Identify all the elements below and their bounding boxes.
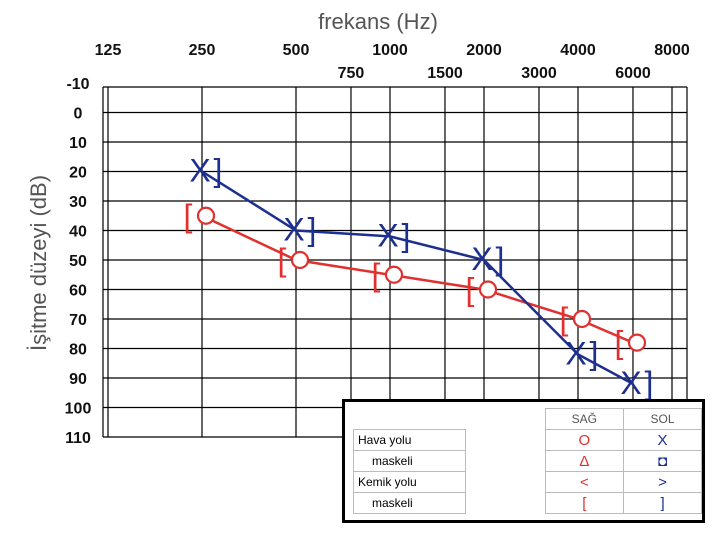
legend-row-bone: Kemik yolu [353, 471, 466, 493]
legend-header-sol: SOL [623, 408, 702, 430]
x-tick-label: 1000 [372, 42, 408, 59]
y-tick-label: 70 [69, 312, 87, 329]
point-marker-bracket: [ [560, 301, 569, 337]
x-axis-ticks: 125 250 500 1000 2000 4000 8000 750 1500 3000 6000 [95, 42, 690, 82]
point-marker-circle [384, 265, 404, 284]
point-marker-bracket: [ [278, 242, 287, 278]
x-tick-label: 500 [283, 42, 310, 59]
x-tick-label: 2000 [466, 42, 502, 59]
point-marker-bracket: [ [466, 272, 475, 308]
point-marker-bracket: ] [214, 153, 223, 189]
y-tick-label: 40 [69, 224, 87, 241]
point-marker-circle [572, 309, 592, 329]
legend-table: SAĞ SOL Hava yolu O X maskeli Δ ◘ Kemik … [353, 408, 702, 514]
legend-sol-bone-masked: ] [623, 492, 702, 514]
y-axis-label: İşitme düzeyi (dB) [26, 175, 51, 351]
legend-sol-air: X [623, 429, 702, 451]
point-marker-x: X [565, 335, 586, 371]
legend-box: SAĞ SOL Hava yolu O X maskeli Δ ◘ Kemik … [342, 399, 705, 523]
y-tick-label: 60 [69, 283, 87, 300]
legend-row-air-masked: maskeli [353, 450, 466, 472]
x-tick-label: 4000 [560, 42, 596, 59]
point-marker-circle [627, 333, 647, 352]
y-tick-label: 100 [65, 401, 92, 418]
series-line-SOL [201, 170, 634, 386]
legend-sag-air-masked: Δ [544, 450, 625, 472]
point-marker-bracket: ] [645, 365, 654, 401]
y-tick-label: 110 [65, 430, 91, 447]
legend-header-sag: SAĞ [544, 408, 625, 430]
point-marker-x: X [471, 241, 492, 277]
chart-grid [102, 86, 688, 438]
legend-sol-air-masked: ◘ [623, 450, 702, 472]
legend-row-air: Hava yolu [353, 429, 466, 451]
point-marker-bracket: [ [615, 325, 624, 361]
point-marker-circle [478, 280, 498, 299]
point-marker-circle [290, 250, 310, 270]
x-tick-label-minor: 750 [338, 65, 365, 82]
legend-sol-bone: > [623, 471, 702, 493]
point-marker-x: X [189, 153, 210, 189]
y-tick-label: 30 [69, 194, 87, 211]
point-marker-x: X [620, 365, 641, 401]
x-tick-label: 8000 [654, 42, 690, 59]
point-marker-x: X [283, 212, 304, 248]
y-tick-label: 0 [74, 106, 83, 123]
x-tick-label-minor: 1500 [427, 65, 463, 82]
legend-sag-bone: < [544, 471, 625, 493]
point-marker-bracket: ] [402, 217, 411, 253]
point-marker-bracket: [ [184, 198, 193, 234]
point-marker-bracket: ] [308, 212, 317, 248]
point-marker-bracket: [ [372, 257, 381, 293]
y-tick-label: 80 [69, 342, 87, 359]
y-tick-label: 90 [69, 371, 87, 388]
x-tick-label-minor: 3000 [521, 65, 557, 82]
x-tick-label: 125 [95, 42, 122, 59]
y-tick-label: -10 [66, 76, 89, 93]
legend-sag-air: O [544, 429, 625, 451]
y-axis-ticks: -10 0 10 20 30 40 50 60 70 80 90 100 110 [65, 76, 92, 447]
series-markers: [[[[[[X]X] X]X]X]X] [184, 153, 654, 401]
x-tick-label-minor: 6000 [615, 65, 651, 82]
legend-sag-bone-masked: [ [544, 492, 625, 514]
chart-title: frekans (Hz) [318, 9, 438, 34]
y-tick-label: 50 [69, 253, 87, 270]
point-marker-circle [196, 206, 216, 225]
point-marker-bracket: ] [590, 335, 599, 371]
x-tick-label: 250 [189, 42, 216, 59]
point-marker-x: X [377, 217, 398, 253]
y-tick-label: 20 [69, 165, 87, 182]
legend-row-bone-masked: maskeli [353, 492, 466, 514]
y-tick-label: 10 [69, 135, 87, 152]
point-marker-bracket: ] [496, 241, 505, 277]
